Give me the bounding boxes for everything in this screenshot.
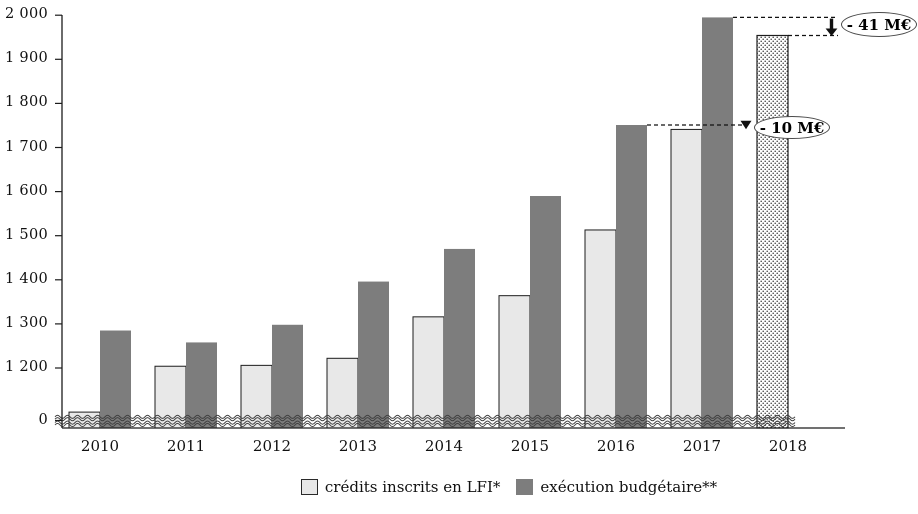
axis-break-squiggle: [54, 414, 796, 419]
legend-label-execution: exécution budgétaire**: [540, 478, 718, 496]
bar-execution-2011: [186, 342, 217, 428]
bar-lfi-2015: [498, 295, 531, 429]
bar-execution-2013: [358, 281, 389, 428]
bar-lfi-2017: [670, 128, 703, 429]
bar-execution-2014: [444, 248, 475, 428]
chart-legend: crédits inscrits en LFI* exécution budgé…: [50, 478, 918, 496]
bar-execution-2016: [616, 125, 647, 428]
gap-41-arrow-head-icon: [825, 28, 838, 36]
bar-lfi-2013: [326, 357, 359, 429]
axis-break-squiggle: [54, 422, 796, 428]
bar-execution-2017: [702, 17, 733, 429]
annotation-label-minus-41: - 41 M€: [846, 15, 912, 34]
annotation-ellipse-minus-41: - 41 M€: [841, 12, 917, 37]
annotation-label-minus-10: - 10 M€: [759, 118, 825, 137]
bar-lfi-2014: [412, 316, 445, 429]
axis-break-squiggle: [54, 417, 796, 422]
bar-execution-2010: [100, 330, 131, 428]
bar-execution-2012: [272, 324, 303, 428]
annotation-ellipse-minus-10: - 10 M€: [754, 116, 830, 139]
axis-break-squiggle: [54, 420, 796, 425]
legend-swatch-lfi-icon: [300, 479, 318, 495]
chart-plot-area: [54, 14, 845, 429]
legend-label-lfi: crédits inscrits en LFI*: [324, 478, 501, 496]
bar-lfi-2018: [756, 34, 789, 429]
gap-10-arrow-head-icon: [740, 120, 752, 130]
bar-execution-2015: [530, 196, 561, 428]
legend-swatch-execution-icon: [516, 479, 534, 495]
bar-lfi-2016: [584, 229, 617, 429]
